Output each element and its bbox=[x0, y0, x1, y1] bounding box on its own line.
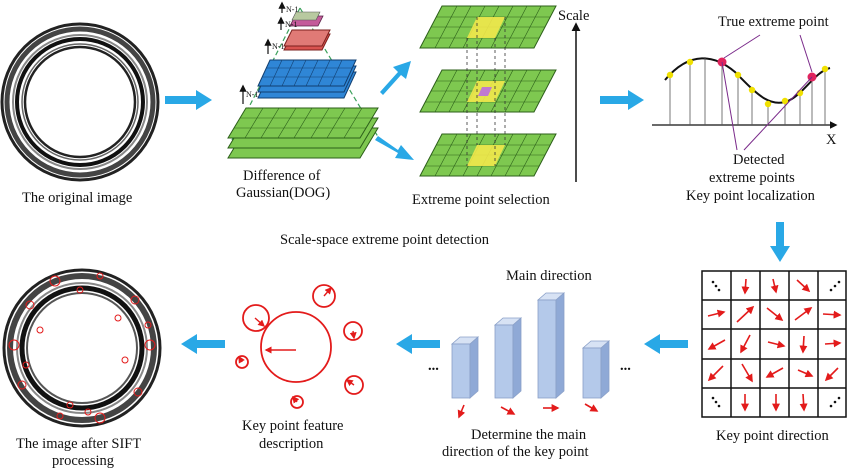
flow-arrow-2 bbox=[380, 61, 411, 95]
after-sift-label-line1: The image after SIFT bbox=[16, 436, 142, 452]
detected-label-line2: extreme points bbox=[709, 170, 795, 186]
flow-arrow-5 bbox=[644, 334, 688, 354]
ellipsis-right: ... bbox=[620, 358, 631, 374]
dog-label-line1: Difference of bbox=[243, 168, 321, 184]
feature-label-line2: description bbox=[259, 436, 324, 452]
detected-label-line1: Detected bbox=[733, 152, 785, 168]
flow-arrow-7 bbox=[181, 334, 225, 354]
scale-space-detection-label: Scale-space extreme point detection bbox=[280, 232, 489, 248]
feature-description-circles bbox=[235, 284, 364, 409]
key-direction-label: Key point direction bbox=[716, 428, 829, 444]
flow-arrow-3 bbox=[375, 136, 414, 160]
main-direction-label: Main direction bbox=[506, 268, 592, 284]
dog-label-line2: Gaussian(DOG) bbox=[236, 185, 331, 201]
extreme-selection-label: Extreme point selection bbox=[412, 192, 550, 208]
pyramid-level-label: N-1 bbox=[286, 5, 299, 14]
sift-result-ring-image bbox=[2, 268, 162, 428]
pyramid-level-label: N-1 bbox=[272, 42, 285, 51]
feature-label-line1: Key point feature bbox=[242, 418, 344, 434]
flow-arrow-4 bbox=[600, 90, 644, 110]
determine-label-line2: direction of the key point bbox=[442, 444, 589, 460]
original-ring-image bbox=[0, 22, 160, 182]
flow-arrow-6 bbox=[396, 334, 440, 354]
feature-description-vectors bbox=[238, 286, 357, 404]
after-sift-label-line2: processing bbox=[52, 453, 115, 469]
flow-arrow-1 bbox=[165, 90, 212, 110]
key-localization-label: Key point localization bbox=[686, 188, 815, 204]
determine-label-line1: Determine the main bbox=[471, 427, 587, 443]
key-direction-grid bbox=[701, 270, 847, 418]
scale-axis-label: Scale bbox=[558, 8, 590, 24]
flow-arrow-down bbox=[770, 222, 790, 262]
x-axis-label: X bbox=[826, 132, 837, 148]
true-extreme-label: True extreme point bbox=[718, 14, 829, 30]
direction-histogram bbox=[450, 292, 611, 419]
pyramid-level-label: N-1 bbox=[285, 20, 298, 29]
original-image-label: The original image bbox=[22, 190, 133, 206]
pyramid-level-label: N-1 bbox=[246, 90, 259, 99]
extreme-curve-plot bbox=[652, 34, 838, 151]
dog-pyramid bbox=[227, 1, 381, 159]
ellipsis-left: ... bbox=[428, 358, 439, 374]
extreme-selection-grids bbox=[419, 5, 557, 177]
